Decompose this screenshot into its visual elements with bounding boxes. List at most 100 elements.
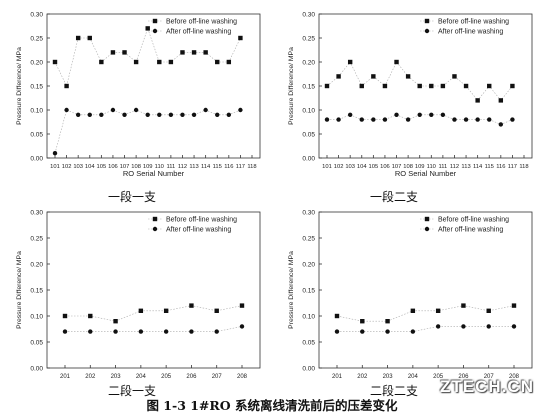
legend-entry: Before off-line washing xyxy=(438,19,509,26)
data-point-after xyxy=(410,329,416,334)
legend-marker-circle xyxy=(152,226,158,232)
data-point-after xyxy=(498,122,504,127)
y-tick-label: 0.00 xyxy=(30,366,43,373)
data-point-before xyxy=(486,308,491,313)
x-tick-label: 205 xyxy=(433,374,444,380)
data-point-before xyxy=(334,313,340,319)
x-tick-label: 106 xyxy=(380,164,390,170)
data-point-after xyxy=(435,324,441,329)
x-tick-label: 201 xyxy=(332,374,343,380)
chart-3-caption: 二段一支 xyxy=(108,384,157,398)
data-point-after xyxy=(334,329,340,334)
x-tick-label: 116 xyxy=(224,164,233,170)
y-tick-label: 0.30 xyxy=(30,210,43,217)
x-tick-label: 118 xyxy=(519,164,528,170)
x-tick-label: 117 xyxy=(508,164,517,170)
x-tick-label: 112 xyxy=(450,164,459,170)
data-point-before xyxy=(157,59,162,65)
chart-1-caption: 一段一支 xyxy=(108,190,157,204)
data-point-after xyxy=(359,117,364,122)
data-point-after xyxy=(180,112,185,118)
data-point-before xyxy=(99,59,104,65)
data-point-before xyxy=(203,50,208,55)
series-line-2 xyxy=(337,326,514,332)
legend-entry: After off-line washing xyxy=(166,227,231,234)
x-tick-label: 110 xyxy=(155,164,164,170)
data-point-after xyxy=(52,151,58,156)
x-tick-label: 206 xyxy=(186,374,197,380)
x-tick-label: 204 xyxy=(136,374,147,380)
y-tick-label: 0.30 xyxy=(302,210,315,217)
legend-entry: Before off-line washing xyxy=(166,19,237,26)
data-point-after xyxy=(239,324,245,329)
x-tick-label: 202 xyxy=(85,374,96,380)
data-point-after xyxy=(138,329,144,334)
y-tick-label: 0.05 xyxy=(302,132,315,139)
x-tick-label: 109 xyxy=(143,164,153,170)
y-axis-label: Pressure Difference/ MPa xyxy=(288,251,295,329)
data-point-before xyxy=(214,308,219,313)
y-tick-label: 0.25 xyxy=(302,236,315,243)
data-point-after xyxy=(417,112,422,118)
data-point-before xyxy=(510,83,515,89)
y-tick-label: 0.10 xyxy=(302,108,315,115)
series-line-1 xyxy=(326,61,513,101)
data-point-before xyxy=(180,50,185,55)
data-point-after xyxy=(168,112,174,118)
data-point-after xyxy=(163,329,169,334)
data-point-before xyxy=(75,35,81,41)
chart-2-svg: 0.00 0.05 0.10 0.15 0.20 0.25 0.30 101 102 103 104… xyxy=(288,12,533,178)
legend-entry: Before off-line washing xyxy=(166,217,237,224)
data-point-after xyxy=(203,107,208,113)
x-tick-label: 207 xyxy=(212,374,223,380)
y-tick-label: 0.10 xyxy=(30,314,43,321)
data-point-before xyxy=(385,319,390,324)
data-point-after xyxy=(189,329,194,334)
data-point-after xyxy=(394,112,399,118)
y-tick-label: 0.05 xyxy=(30,340,43,347)
x-tick-label: 202 xyxy=(357,374,368,380)
data-point-after xyxy=(336,117,341,122)
data-point-after xyxy=(511,324,517,329)
legend-marker-square xyxy=(152,18,158,24)
data-point-before xyxy=(189,303,194,308)
data-point-after xyxy=(461,324,466,329)
data-point-before xyxy=(238,35,243,41)
x-tick-label: 101 xyxy=(322,164,332,170)
legend-entry: After off-line washing xyxy=(438,227,503,234)
data-point-after xyxy=(371,117,376,122)
data-point-before xyxy=(239,303,245,308)
x-tick-label: 108 xyxy=(131,164,141,170)
data-point-after xyxy=(75,112,81,118)
data-point-before xyxy=(511,303,517,308)
y-axis-label: Pressure Difference/ MPa xyxy=(16,251,23,329)
chart-panel-2: 0.00 0.05 0.10 0.15 0.20 0.25 0.30 101 102 103 104… xyxy=(272,0,544,200)
chart-1-svg: 0.00 0.05 0.10 0.15 0.20 0.25 0.30 101 102 103 104… xyxy=(16,12,261,178)
data-point-after xyxy=(452,117,457,122)
data-point-after xyxy=(463,117,469,122)
y-tick-label: 0.15 xyxy=(302,84,315,91)
data-point-after xyxy=(385,329,390,334)
series-line-1 xyxy=(336,305,515,322)
data-point-before xyxy=(452,74,457,79)
x-axis-label: RO Serial Number xyxy=(395,169,457,178)
data-point-before xyxy=(191,50,197,55)
data-point-before xyxy=(163,308,169,313)
legend-marker-square xyxy=(152,216,158,222)
x-tick-label: 113 xyxy=(189,164,198,170)
legend-entry: Before off-line washing xyxy=(438,217,509,224)
legend-marker-circle xyxy=(424,226,430,232)
x-tick-label: 203 xyxy=(111,374,122,380)
x-tick-label: 103 xyxy=(73,164,83,170)
x-tick-label: 111 xyxy=(438,164,447,170)
x-tick-label: 110 xyxy=(427,164,436,170)
y-tick-label: 0.30 xyxy=(30,12,43,19)
data-point-after xyxy=(145,112,150,118)
data-point-before xyxy=(359,83,364,89)
data-point-after xyxy=(214,329,219,334)
data-point-before xyxy=(461,303,466,308)
x-tick-label: 203 xyxy=(383,374,394,380)
data-point-after xyxy=(191,112,197,118)
data-point-before xyxy=(88,313,93,319)
y-axis-label: Pressure Difference/ MPa xyxy=(16,47,23,125)
